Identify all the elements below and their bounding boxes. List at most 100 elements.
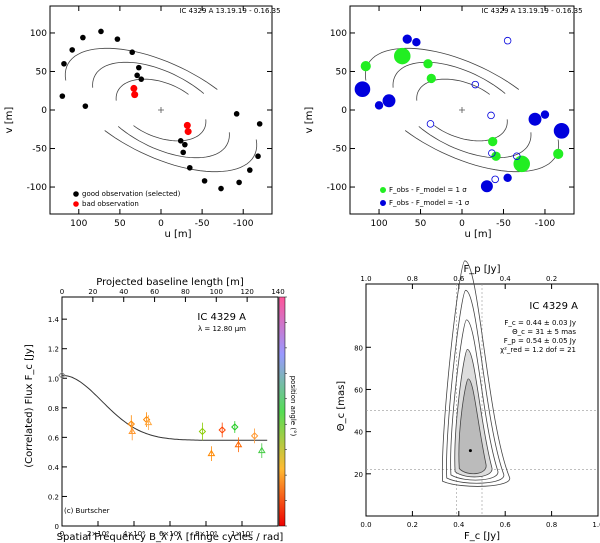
- x-tick-label: 100: [70, 219, 87, 229]
- data-point-triangle: [257, 446, 266, 454]
- x2-tick-label: 0.4: [500, 275, 512, 283]
- x2-tick-label: 0: [60, 288, 64, 296]
- uv-title-left: IC 4329 A 13.19.19 - 0.16.35: [179, 7, 280, 15]
- negative-residual-point: [412, 38, 421, 47]
- x-tick-label: 8×10⁶: [195, 530, 217, 538]
- uv-residual-panel: 100 50 0 -50 -100 100 50 0 -50 -100: [327, 5, 575, 229]
- x-tick-label: 0.4: [453, 521, 465, 529]
- x2-tick-label: 20: [88, 288, 97, 296]
- good-observation-point: [136, 64, 142, 71]
- negative-residual-point: [513, 152, 521, 160]
- y-tick-label: 0: [55, 523, 59, 531]
- positive-residual-point: [488, 136, 498, 147]
- y-tick-label: 40: [354, 429, 363, 437]
- good-observation-point: [177, 138, 184, 144]
- contour-legend-2: Θ_c = 31 ± 5 mas: [512, 328, 576, 336]
- negative-residual-point: [426, 120, 435, 128]
- good-observation-point: [134, 72, 140, 79]
- contour-level-3: [450, 319, 499, 481]
- x-tick-label: -100: [535, 219, 556, 229]
- x2-tick-label: 0.2: [546, 275, 557, 283]
- contour-legend-1: F_c = 0.44 ± 0.03 Jy: [504, 319, 576, 327]
- best-fit-marker: [468, 449, 472, 453]
- good-observation-point: [236, 179, 242, 186]
- legend-good-marker: [73, 191, 79, 197]
- good-observation-point: [255, 153, 261, 160]
- y-tick-label: 0.8: [48, 405, 59, 413]
- x2-tick-label: 40: [119, 288, 128, 296]
- origin-marker: [158, 107, 164, 113]
- legend-positive-marker: [380, 187, 386, 193]
- uv-track: [117, 126, 230, 159]
- good-observation-point: [256, 121, 263, 127]
- uv-track: [416, 78, 490, 101]
- data-point-triangle: [234, 440, 243, 448]
- negative-residual-point: [480, 180, 493, 193]
- data-point-triangle: [128, 427, 137, 434]
- positive-residual-point: [553, 148, 564, 160]
- good-observation-point: [138, 76, 145, 82]
- uv-xlabel-left: u [m]: [164, 229, 191, 240]
- negative-residual-point: [487, 111, 495, 120]
- good-observation-point: [218, 185, 224, 192]
- x-tick-label: 100: [370, 219, 387, 229]
- data-point-diamond: [250, 432, 259, 440]
- good-observation-point: [233, 111, 240, 117]
- uv-track: [104, 130, 258, 173]
- uv-track: [434, 119, 508, 142]
- positive-residual-point: [426, 73, 436, 84]
- good-observation-point: [114, 36, 121, 42]
- negative-residual-point: [503, 173, 512, 182]
- negative-residual-point: [402, 34, 412, 44]
- x2-tick-label: 100: [210, 288, 223, 296]
- good-observation-point: [180, 149, 186, 156]
- legend-negative-marker: [380, 200, 386, 206]
- uv-track: [392, 61, 506, 94]
- uv-track: [365, 47, 520, 90]
- positive-residual-point: [394, 47, 411, 65]
- x-tick-label: 0: [158, 219, 164, 229]
- x-tick-label: -50: [496, 219, 511, 229]
- x-tick-label: 6×10⁶: [159, 530, 181, 538]
- negative-residual-point: [491, 175, 499, 184]
- legend-bad-label: bad observation: [82, 200, 139, 208]
- y-tick-label: -50: [32, 145, 47, 155]
- vis-x2label: Projected baseline length [m]: [96, 277, 244, 288]
- x-tick-label: 50: [114, 219, 126, 229]
- contour-title: IC 4329 A: [529, 301, 578, 312]
- good-observation-point: [82, 103, 89, 109]
- legend-bad-marker: [73, 201, 79, 207]
- uv-track: [92, 61, 205, 94]
- y-tick-label: 0.2: [48, 493, 59, 501]
- x2-tick-label: 80: [181, 288, 190, 296]
- y-tick-label: 60: [354, 386, 363, 394]
- negative-residual-point: [553, 123, 570, 139]
- x-tick-label: 1.0: [592, 521, 600, 529]
- x-tick-label: 2×10⁶: [87, 530, 109, 538]
- good-observation-point: [186, 164, 193, 171]
- x-tick-label: -50: [195, 219, 210, 229]
- y-tick-label: -100: [27, 183, 48, 193]
- data-point-diamond: [231, 423, 239, 431]
- bad-observation-point: [184, 128, 192, 136]
- vis-annotation-title: IC 4329 A: [197, 312, 246, 323]
- contour-panel: 0.0 0.2 0.4 0.6 0.8 1.0 1.0 0.8 0.6 0.4 0.2 20 40 60 8…: [354, 260, 600, 529]
- uv-coverage-panel: 100 50 0 -50 -100 100 50 0 -50 -100: [27, 5, 273, 229]
- x2-tick-label: 120: [240, 288, 253, 296]
- contour-legend-4: χ²_red = 1.2 dof = 21: [500, 346, 576, 354]
- x-tick-label: 1×10⁷: [231, 530, 253, 538]
- positive-residual-point: [423, 59, 433, 69]
- colorbar-label: position angle (°): [289, 376, 297, 437]
- y-tick-label: 0.6: [48, 434, 60, 442]
- colorbar: [278, 296, 286, 527]
- contour-level-4: [446, 289, 504, 484]
- bad-observation-point: [131, 91, 139, 99]
- contour-xlabel: F_c [Jy]: [464, 531, 500, 542]
- uv-title-right: IC 4329 A 13.19.19 - 0.16.35: [481, 7, 582, 15]
- origin-marker: [459, 107, 465, 113]
- uv-track: [418, 126, 532, 159]
- model-curve: [61, 374, 268, 441]
- good-observation-point: [59, 93, 66, 99]
- legend-negative-label: F_obs - F_model = -1 σ: [389, 199, 470, 207]
